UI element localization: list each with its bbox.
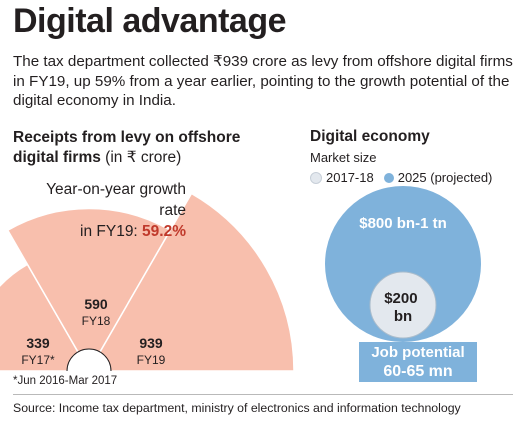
page-title: Digital advantage: [13, 2, 287, 40]
intro-text: The tax department collected ₹939 crore …: [13, 53, 513, 109]
job-potential-value: 60-65 mn: [383, 363, 453, 380]
wedge-category-label: FY17*: [21, 353, 55, 367]
wedge-fy17: [0, 263, 91, 372]
left-chart-heading-line1: Receipts from levy on offshore: [13, 129, 241, 146]
bubble-2025: [325, 186, 481, 342]
wedge-mask: [0, 371, 300, 401]
left-chart-heading-line2: digital firms (in ₹ crore): [13, 148, 293, 168]
footnote: *Jun 2016-Mar 2017: [13, 375, 118, 387]
right-chart-heading: Digital economy: [310, 128, 430, 145]
divider: [13, 394, 513, 395]
growth-rate-prefix: in FY19:: [80, 223, 143, 240]
legend-item-2017: 2017-18: [310, 170, 374, 185]
bubble-2017-label-line1: $200: [384, 290, 417, 307]
left-chart-heading-bold: digital firms: [13, 149, 101, 166]
market-size-label: Market size: [310, 150, 377, 165]
legend: 2017-18 2025 (projected): [310, 170, 498, 185]
growth-rate-line1: Year-on-year growth rate: [46, 181, 186, 219]
left-chart-heading: Receipts from levy on offshore digital f…: [13, 128, 293, 168]
wedge-category-label: FY19: [137, 353, 166, 367]
growth-rate-line2: in FY19: 59.2%: [18, 221, 186, 242]
bubble-2017-label: $200 bn: [384, 290, 422, 325]
legend-item-2025: 2025 (projected): [383, 170, 493, 185]
legend-label-2025: 2025 (projected): [397, 170, 493, 185]
wedge-value-label: 590: [84, 296, 108, 312]
source-line: Source: Income tax department, ministry …: [13, 401, 461, 415]
job-potential-box: Job potential 60-65 mn: [359, 342, 477, 382]
wedge-value-label: 339: [26, 335, 50, 351]
wedge-fy18: [6, 207, 172, 373]
wedge-fy19: [87, 192, 295, 372]
legend-label-2017: 2017-18: [326, 170, 374, 185]
legend-swatch-2017: [310, 171, 322, 184]
growth-rate-value: 59.2%: [142, 223, 186, 240]
left-chart-heading-unit: (in ₹ crore): [100, 149, 182, 166]
wedge-label-group: 339 FY17* 590 FY18 939 FY19: [21, 296, 165, 367]
bubble-2017-label-line2: bn: [394, 308, 412, 325]
wedge-category-label: FY18: [82, 314, 111, 328]
bubble-2017: [369, 271, 437, 339]
job-potential-title: Job potential: [371, 344, 465, 361]
wedge-group: [0, 192, 295, 373]
bubble-2025-label: $800 bn-1 tn: [359, 215, 447, 232]
legend-swatch-2025: [383, 172, 394, 183]
growth-rate-label: Year-on-year growth rate in FY19: 59.2%: [18, 179, 186, 242]
wedge-value-label: 939: [139, 335, 163, 351]
